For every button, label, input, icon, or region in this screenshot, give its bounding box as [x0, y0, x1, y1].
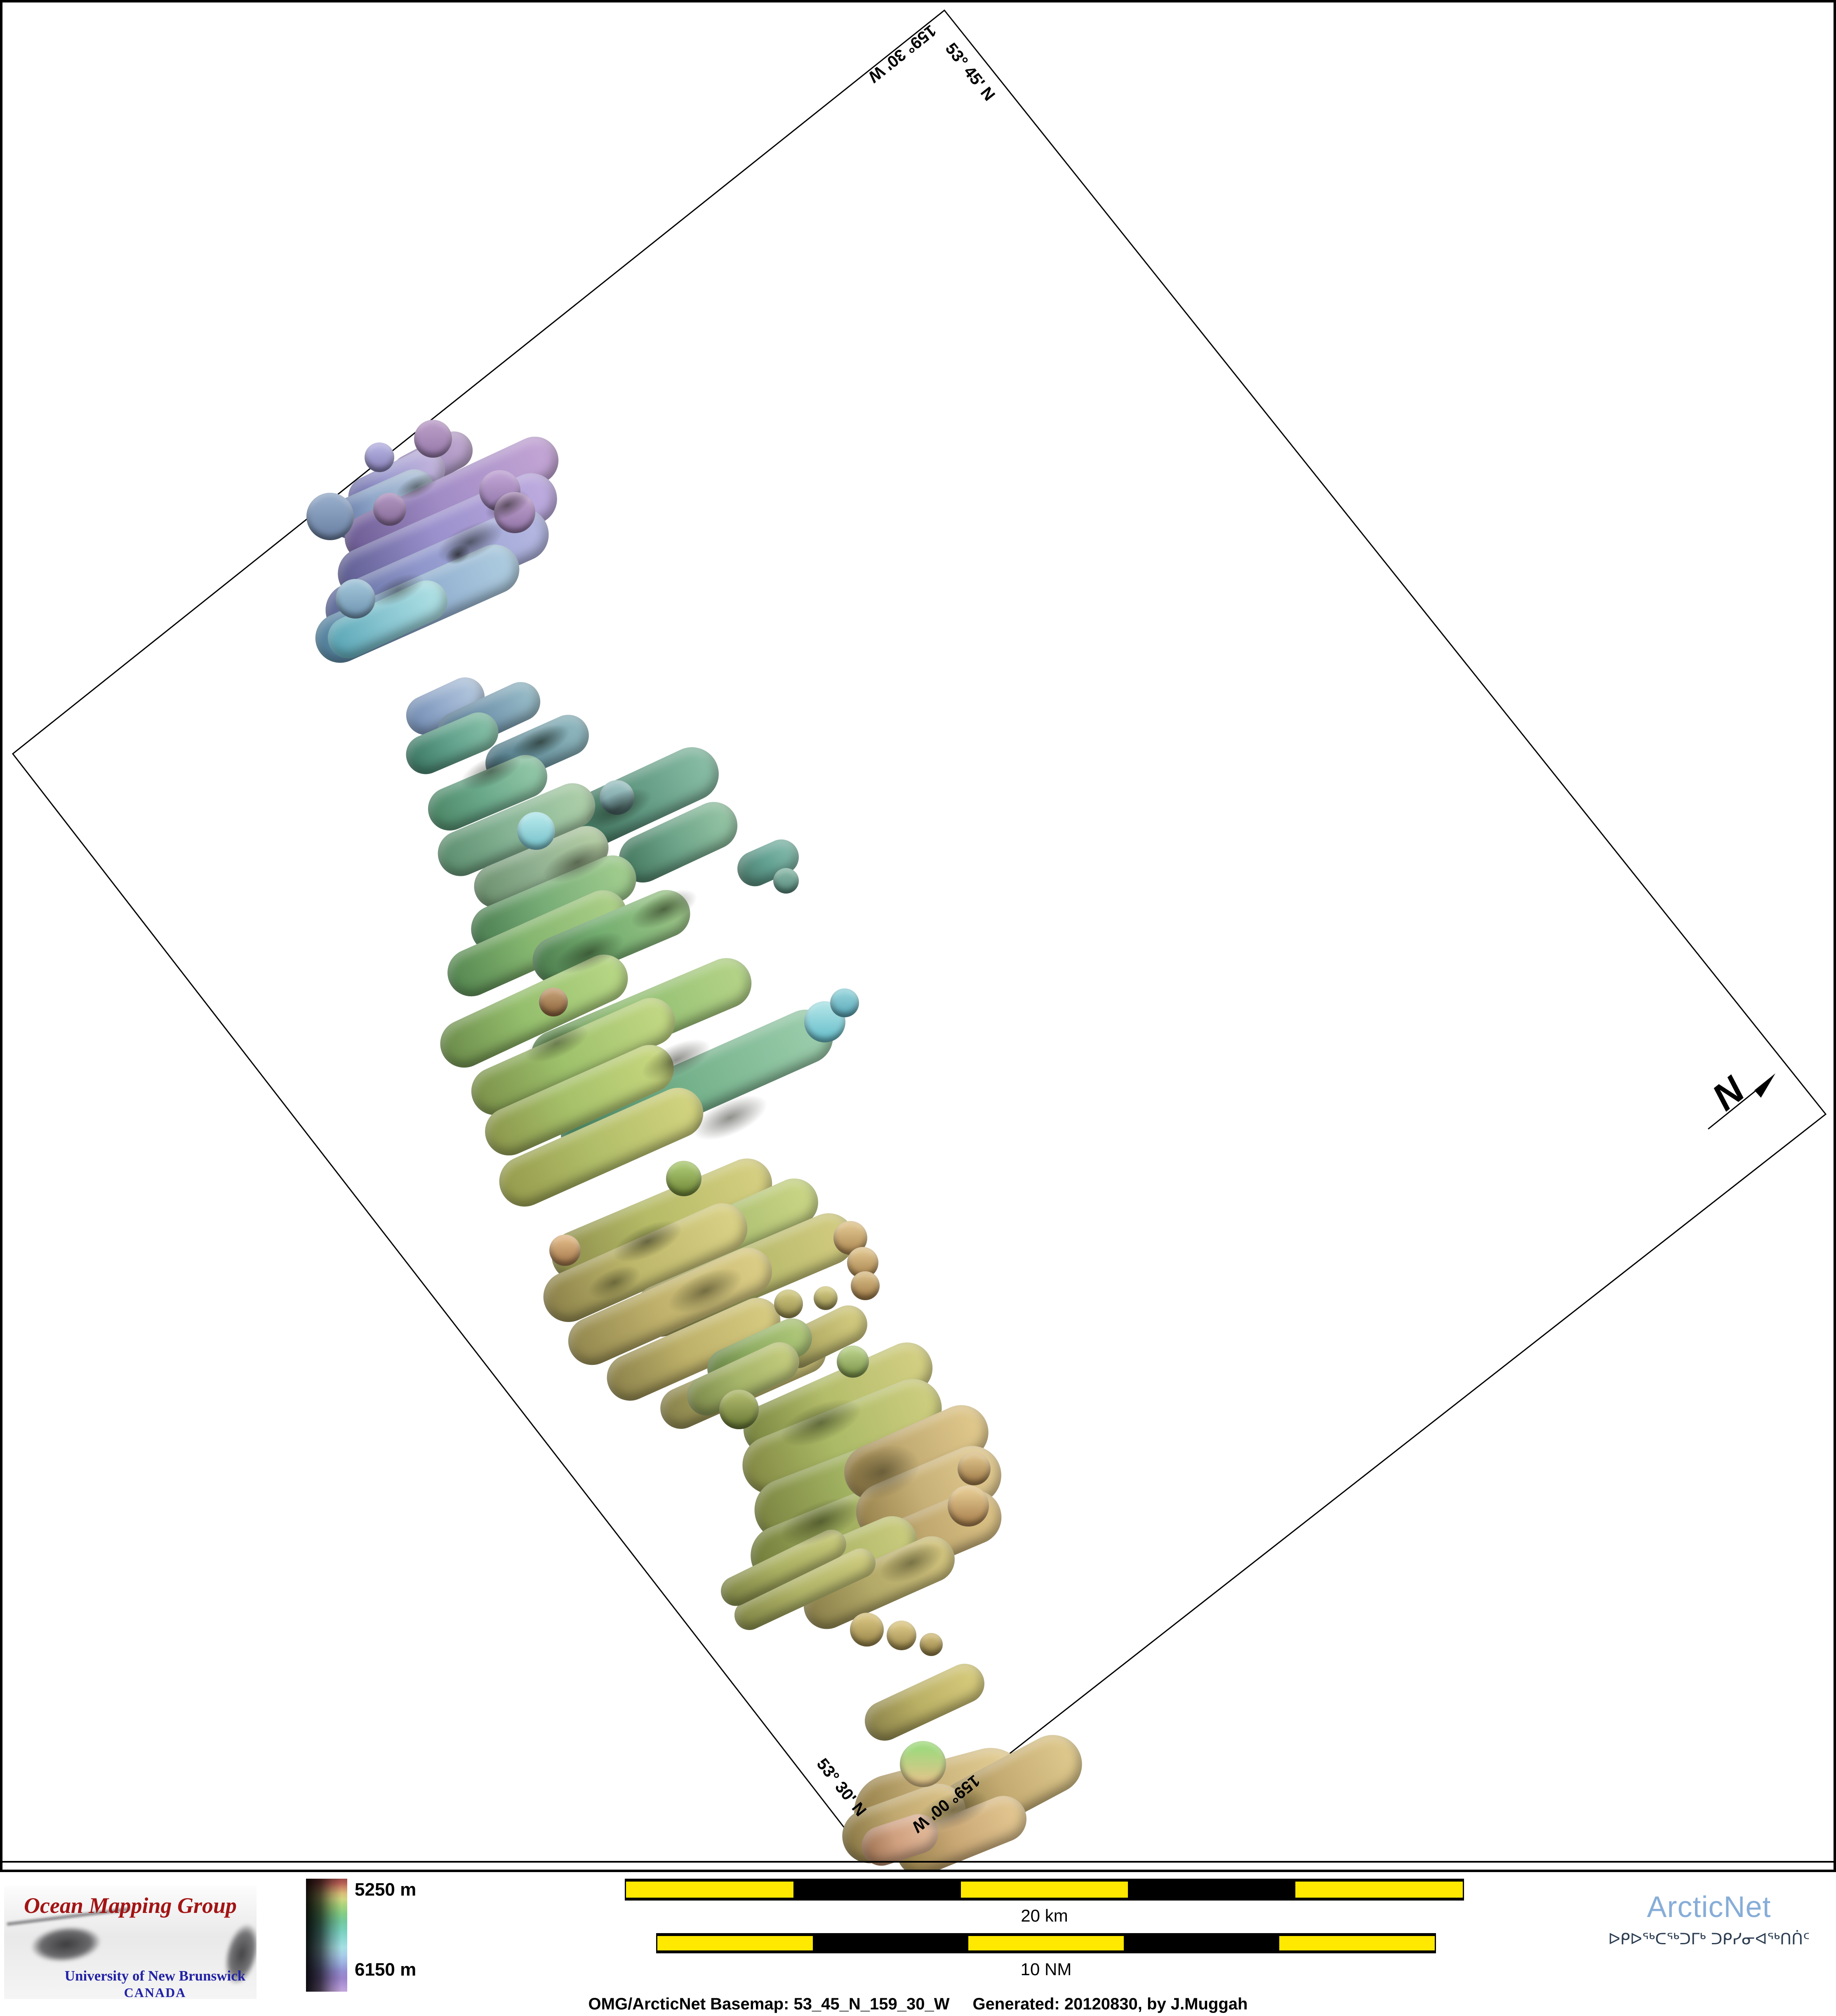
map-caption: OMG/ArcticNet Basemap: 53_45_N_159_30_W G… [0, 1995, 1836, 2014]
scalebar-km [625, 1879, 1464, 1901]
omg-logo-title: Ocean Mapping Group [24, 1893, 237, 1918]
depth-min-label: 5250 m [355, 1880, 417, 1900]
scalebar-segment [968, 1936, 1124, 1950]
sonar-patch [549, 1235, 581, 1266]
sonar-patch [900, 1741, 946, 1787]
scalebar-nm-label: 10 NM [1020, 1960, 1072, 1979]
sonar-patch [336, 579, 375, 619]
sonar-patch [814, 1286, 838, 1310]
sonar-patch [958, 1452, 991, 1485]
map-footer-divider-2 [0, 1870, 1836, 1872]
scalebar-segment [626, 1882, 793, 1898]
caption-basemap: OMG/ArcticNet Basemap: 53_45_N_159_30_W [588, 1995, 950, 2013]
sonar-patch [830, 988, 859, 1017]
sonar-patch [773, 868, 799, 894]
scalebar-km-label: 20 km [1021, 1906, 1068, 1925]
sonar-patch [920, 1633, 943, 1656]
depth-colorbar-hillshade [306, 1879, 347, 1992]
sonar-patch [365, 442, 394, 472]
omg-logo-university: University of New Brunswick [64, 1968, 246, 1984]
arcticnet-logo: ArcticNet ᐅᑭᐅᖅᑕᖅᑐᒥᒃ ᑐᑭᓯᓂᐊᖅᑎᑏᑦ [1585, 1890, 1833, 1948]
omg-logo: Ocean Mapping Group University of New Br… [4, 1886, 257, 1999]
omg-logo-country: CANADA [124, 1985, 186, 1999]
scalebar-segment [657, 1936, 813, 1950]
scalebar-segment [1295, 1882, 1463, 1898]
arcticnet-logo-name: ArcticNet [1647, 1891, 1771, 1924]
sonar-patch [666, 1161, 701, 1196]
map-footer-divider [0, 1861, 1836, 1863]
depth-max-label: 6150 m [355, 1960, 417, 1980]
sonar-patch [517, 812, 555, 850]
scalebar-nm [656, 1933, 1436, 1953]
helicopter-silhouette [18, 1917, 114, 1972]
scalebar-segment [1279, 1936, 1435, 1950]
sonar-patch [373, 493, 406, 526]
sonar-patch [837, 1346, 869, 1378]
sonar-patch [948, 1485, 989, 1527]
sonar-patch [539, 988, 568, 1016]
footer: Ocean Mapping Group University of New Br… [0, 1872, 1836, 2016]
sonar-patch [850, 1613, 884, 1647]
north-arrow [1708, 1073, 1775, 1130]
sonar-patch [414, 420, 452, 458]
arcticnet-inuktitut-text: ᐅᑭᐅᖅᑕᖅᑐᒥᒃ ᑐᑭᓯᓂᐊᖅᑎᑏᑦ [1608, 1930, 1810, 1948]
scalebar-segment [960, 1882, 1128, 1898]
sonar-patch [774, 1289, 803, 1318]
depth-colorbar [306, 1879, 347, 1992]
caption-generated: Generated: 20120830, by J.Muggah [972, 1995, 1248, 2013]
sonar-patch [306, 492, 354, 540]
sonar-patch [851, 1271, 880, 1300]
sonar-swath [858, 1657, 991, 1748]
sonar-patch [887, 1621, 916, 1650]
sonar-patch [719, 1390, 759, 1429]
